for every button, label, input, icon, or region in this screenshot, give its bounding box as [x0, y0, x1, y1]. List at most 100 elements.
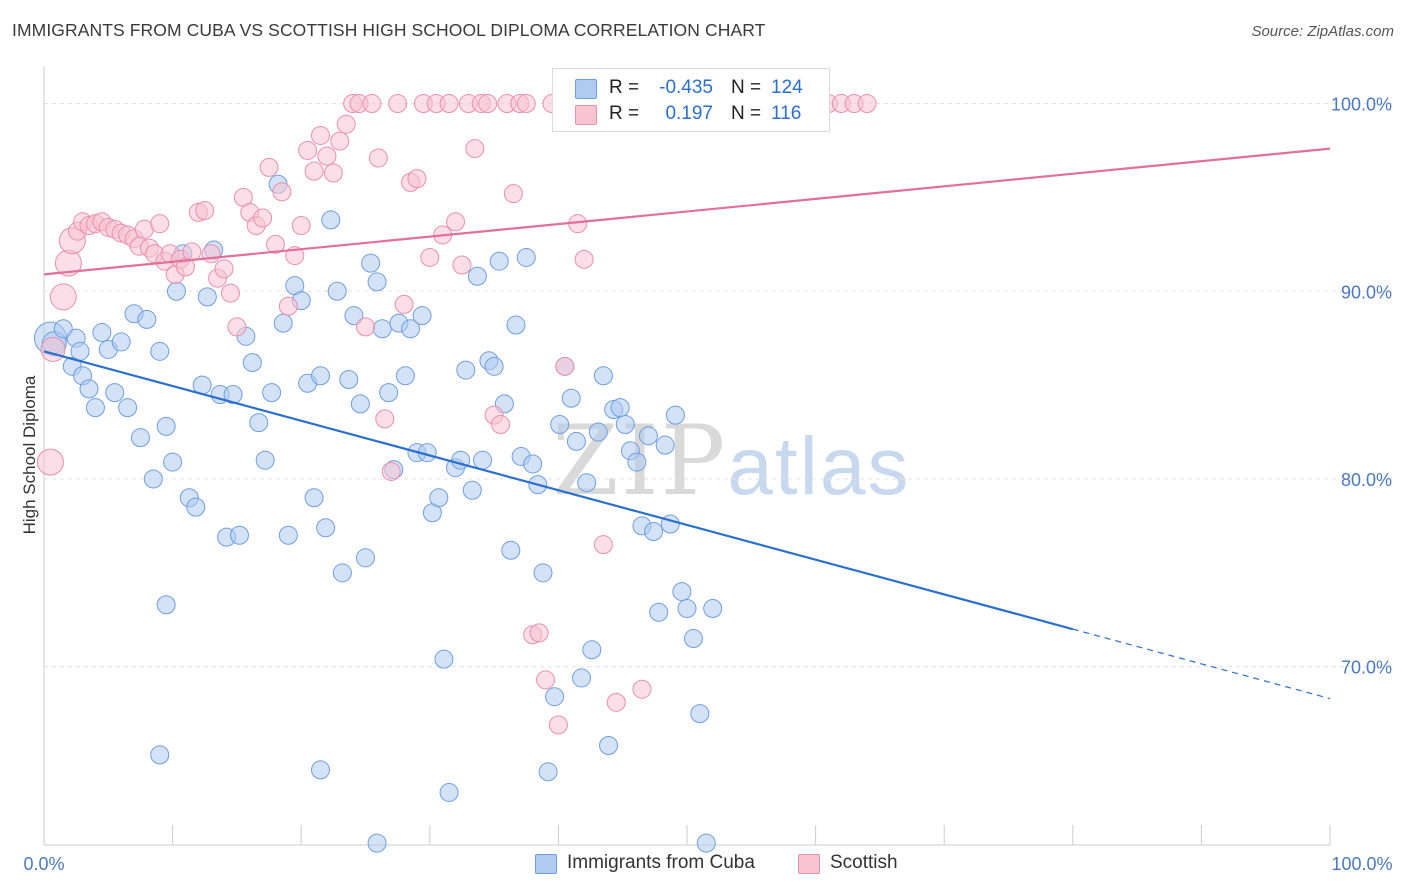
scottish-point — [574, 249, 594, 269]
scottish-point — [310, 125, 330, 145]
cuba-point — [166, 281, 186, 301]
scottish-trend-line — [43, 147, 1331, 276]
watermark: ZIPatlas — [552, 405, 910, 517]
scottish-point — [388, 94, 408, 114]
scottish-point — [336, 114, 356, 134]
scottish-point — [49, 283, 77, 311]
x-tick-label: 100.0% — [1331, 854, 1392, 874]
cuba-point — [255, 450, 275, 470]
cuba-point — [506, 315, 526, 335]
legend-row-cuba: R = -0.435 N = 124 — [553, 75, 829, 101]
scottish-point — [291, 216, 311, 236]
scottish-point — [465, 139, 485, 159]
cuba-point — [561, 388, 581, 408]
scottish-point — [529, 623, 549, 643]
cuba-point — [429, 488, 449, 508]
cuba-point — [533, 563, 553, 583]
scottish-point — [446, 212, 466, 232]
cuba-point — [484, 356, 504, 376]
cuba-point — [523, 454, 543, 474]
cuba-point — [356, 548, 375, 568]
cuba-point — [703, 598, 723, 618]
cuba-point — [610, 398, 630, 418]
n-value: 116 — [771, 103, 802, 124]
scottish-point — [606, 692, 626, 712]
cuba-point — [344, 306, 364, 326]
x-tick-label: 0.0% — [23, 854, 64, 874]
cuba-point — [582, 640, 602, 660]
cuba-point — [588, 422, 608, 442]
cuba-point — [278, 525, 298, 545]
cuba-point — [79, 379, 99, 399]
scottish-point — [362, 94, 382, 114]
cuba-point — [467, 266, 487, 286]
y-tick-label: 70.0% — [1341, 658, 1392, 678]
scottish-point — [452, 255, 472, 275]
scottish-point — [36, 448, 64, 476]
cuba-point — [649, 602, 669, 622]
scottish-point — [478, 94, 498, 114]
correlation-legend: R = -0.435 N = 124 R = 0.197 N = 116 — [552, 68, 830, 132]
scottish-point — [632, 679, 652, 699]
y-tick-label: 90.0% — [1341, 282, 1392, 302]
cuba-point — [197, 287, 217, 307]
scottish-point — [368, 148, 388, 168]
scottish-point — [555, 356, 575, 376]
cuba-point — [545, 687, 565, 707]
cuba-point — [111, 332, 131, 352]
cuba-point — [462, 480, 482, 500]
cuba-point — [350, 394, 370, 414]
cuba-point — [186, 497, 206, 517]
cuba-point — [395, 366, 415, 386]
cuba-point — [321, 210, 341, 230]
cuba-point — [599, 736, 619, 756]
cuba-point — [665, 405, 685, 425]
cuba-point — [105, 383, 125, 403]
cuba-point — [327, 281, 347, 301]
cuba-point — [163, 452, 183, 472]
cuba-point — [439, 782, 459, 802]
cuba-point — [644, 522, 664, 542]
scottish-point — [272, 182, 292, 202]
scottish-point — [220, 283, 240, 303]
cuba-point — [677, 598, 697, 618]
scottish-point — [265, 234, 285, 254]
n-label: N = — [731, 77, 762, 98]
cuba-point — [156, 416, 176, 436]
y-tick-label: 80.0% — [1341, 470, 1392, 490]
cuba-point — [572, 668, 592, 688]
scottish-point — [375, 409, 395, 429]
y-axis-label: High School Diploma — [20, 375, 39, 535]
cuba-point — [361, 253, 381, 273]
cuba-point — [242, 353, 262, 373]
cuba-point — [70, 341, 90, 361]
scottish-point — [394, 294, 414, 314]
scottish-point — [491, 415, 511, 435]
legend-label-scottish: Scottish — [830, 852, 898, 873]
legend-swatch-cuba — [575, 79, 597, 99]
scottish-point — [420, 247, 440, 267]
cuba-point — [672, 582, 692, 602]
scottish-point — [201, 244, 221, 264]
cuba-point — [249, 413, 269, 433]
cuba-point — [85, 398, 105, 418]
cuba-point — [156, 595, 176, 615]
cuba-point — [696, 833, 716, 853]
cuba-point — [316, 518, 336, 538]
r-label: R = — [609, 77, 640, 98]
cuba-point — [130, 428, 150, 448]
cuba-point — [456, 360, 476, 380]
cuba-point — [273, 313, 293, 333]
cuba-point — [577, 473, 597, 493]
scottish-point — [40, 336, 66, 362]
cuba-point — [310, 366, 330, 386]
scottish-point — [516, 94, 536, 114]
cuba-point — [434, 649, 454, 669]
cuba-point — [516, 247, 536, 267]
cuba-point — [690, 704, 710, 724]
cuba-point — [372, 319, 392, 339]
source-label: Source: ZipAtlas.com — [1251, 23, 1394, 40]
scottish-point — [323, 163, 343, 183]
cuba-point — [310, 760, 330, 780]
scottish-point — [182, 242, 202, 262]
